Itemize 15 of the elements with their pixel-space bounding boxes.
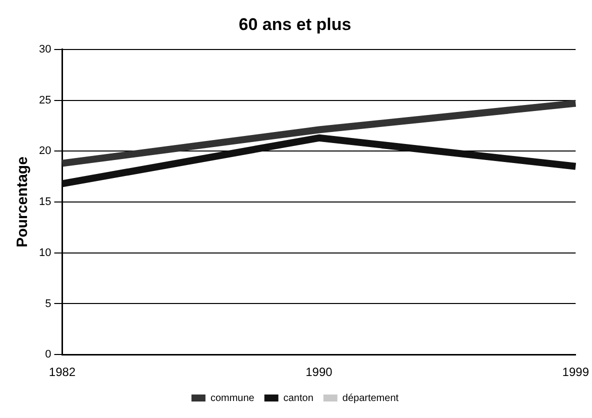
y-tick-label: 30 (38, 43, 52, 56)
y-tick-label: 0 (45, 348, 52, 361)
legend-label: département (342, 392, 399, 404)
x-tick-label: 1982 (48, 365, 76, 380)
chart-title: 60 ans et plus (238, 14, 352, 34)
y-tick-label: 5 (45, 298, 52, 310)
y-tick-label: 10 (38, 246, 52, 259)
y-tick-label: 15 (38, 196, 52, 208)
x-tick-label: 1999 (562, 365, 590, 380)
y-tick-label: 20 (38, 145, 52, 158)
y-tick-label: 25 (38, 94, 52, 106)
x-tick-label: 1990 (306, 365, 333, 380)
legend-label: commune (210, 392, 255, 404)
y-axis-title: Pourcentage (14, 156, 32, 248)
legend-label: canton (283, 392, 314, 404)
